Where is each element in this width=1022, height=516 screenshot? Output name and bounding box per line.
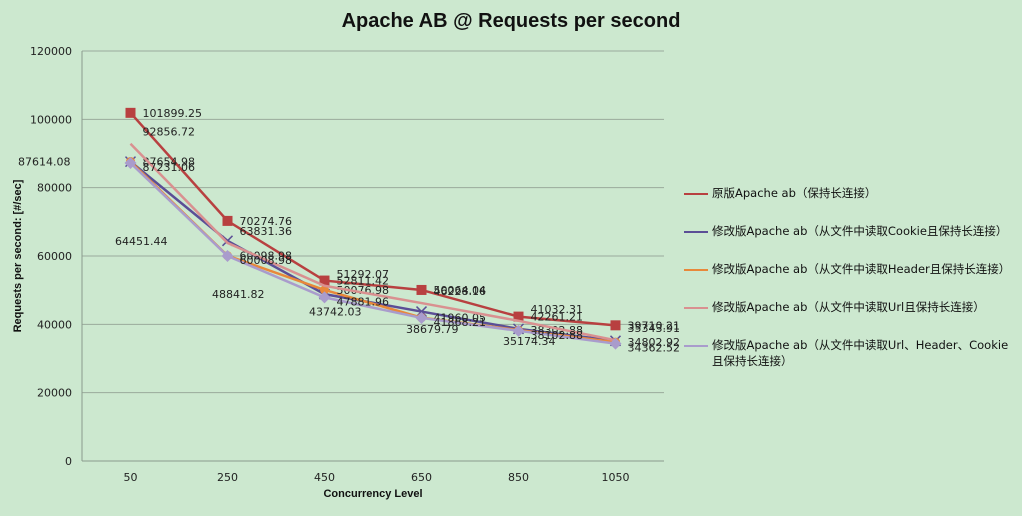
legend-label: 原版Apache ab（保持长连接）: [712, 186, 877, 200]
legend-item-url: 修改版Apache ab（从文件中读取Url且保持长连接）: [684, 299, 1019, 315]
x-tick-label: 450: [314, 471, 335, 484]
data-label: 39710.21: [628, 319, 681, 332]
legend-swatch-icon: [684, 193, 708, 195]
diamond-marker-icon: [318, 291, 331, 304]
data-label: 52811.42: [337, 275, 390, 288]
x-axis-label: Concurrency Level: [323, 488, 423, 500]
legend-swatch-icon: [684, 307, 708, 309]
y-tick-label: 40000: [37, 318, 72, 331]
data-label: 70274.76: [240, 215, 293, 228]
series-line: [129, 162, 616, 345]
data-label: 87231.06: [143, 161, 196, 174]
diamond-marker-icon: [124, 156, 137, 169]
legend-swatch-icon: [684, 269, 708, 271]
legend: 原版Apache ab（保持长连接） 修改版Apache ab（从文件中读取Co…: [684, 185, 1019, 369]
x-tick-label: 250: [217, 471, 238, 484]
data-label: 51292.07: [337, 268, 390, 281]
data-label: 35174.34: [503, 335, 556, 348]
diamond-marker-icon: [415, 311, 428, 324]
square-marker-icon: [416, 284, 427, 295]
circle-marker-icon: [320, 285, 329, 295]
data-label: 48841.82: [212, 288, 265, 301]
data-label: 101899.25: [143, 107, 203, 120]
legend-item-cookie: 修改版Apache ab（从文件中读取Cookie且保持长连接）: [684, 223, 1019, 239]
data-label: 34362.52: [628, 342, 681, 355]
diamond-marker-icon: [609, 337, 622, 350]
data-label: 50064.04: [434, 284, 487, 297]
series-line: [129, 142, 616, 342]
legend-item-url-header-cookie: 修改版Apache ab（从文件中读取Url、Header、Cookie且保持长…: [684, 337, 1019, 369]
data-label: 64451.44: [115, 235, 168, 248]
y-tick-label: 80000: [37, 182, 72, 195]
square-marker-icon: [125, 107, 136, 118]
data-label: 41868.21: [434, 316, 487, 329]
legend-label: 修改版Apache ab（从文件中读取Url且保持长连接）: [712, 300, 985, 314]
legend-label: 修改版Apache ab（从文件中读取Cookie且保持长连接）: [712, 224, 1008, 238]
y-tick-label: 100000: [30, 113, 72, 126]
square-marker-icon: [610, 320, 621, 331]
chart-title: Apache AB @ Requests per second: [341, 10, 681, 32]
data-label: 35343.91: [628, 322, 681, 335]
legend-item-header: 修改版Apache ab（从文件中读取Header且保持长连接）: [684, 261, 1019, 277]
diamond-marker-icon: [512, 324, 525, 337]
data-label: 87654.98: [143, 156, 196, 169]
legend-swatch-icon: [684, 231, 708, 233]
data-label: 38679.79: [406, 323, 459, 336]
data-label: 46228.16: [434, 285, 487, 298]
data-label: 43742.03: [309, 306, 362, 319]
legend-swatch-icon: [684, 345, 708, 347]
x-tick-label: 850: [508, 471, 529, 484]
y-tick-label: 20000: [37, 387, 72, 400]
legend-item-original: 原版Apache ab（保持长连接）: [684, 185, 1019, 201]
x-tick-label: 650: [411, 471, 432, 484]
y-tick-label: 120000: [30, 45, 72, 58]
data-label: 63831.36: [240, 225, 293, 238]
data-label: 41032.31: [531, 303, 584, 316]
data-label: 38102.88: [531, 329, 584, 342]
square-marker-icon: [319, 275, 330, 286]
data-label: 34802.92: [628, 336, 681, 349]
x-tick-label: 50: [124, 471, 138, 484]
diamond-marker-icon: [221, 249, 234, 262]
series-line: [129, 112, 616, 327]
square-marker-icon: [513, 311, 524, 322]
data-label: 92856.72: [143, 126, 196, 139]
y-tick-label: 0: [65, 455, 72, 468]
y-tick-label: 60000: [37, 250, 72, 263]
data-label: 60008.98: [240, 254, 293, 267]
data-label: 87614.08: [18, 156, 71, 169]
legend-label: 修改版Apache ab（从文件中读取Url、Header、Cookie且保持长…: [712, 338, 1009, 368]
x-tick-label: 1050: [602, 471, 630, 484]
square-marker-icon: [222, 215, 233, 226]
legend-label: 修改版Apache ab（从文件中读取Header且保持长连接）: [712, 262, 1011, 276]
data-label: 42261.21: [531, 311, 584, 324]
data-label: 47881.96: [337, 295, 390, 308]
